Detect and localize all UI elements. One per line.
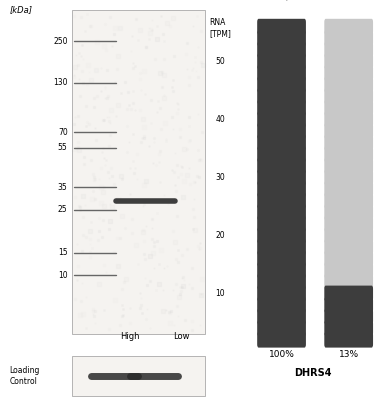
FancyBboxPatch shape (257, 54, 306, 69)
FancyBboxPatch shape (324, 216, 373, 232)
Text: RNA
[TPM]: RNA [TPM] (209, 18, 231, 38)
FancyBboxPatch shape (324, 65, 373, 81)
Text: MCF-7: MCF-7 (119, 0, 146, 2)
Text: 20: 20 (215, 231, 225, 240)
FancyBboxPatch shape (257, 332, 306, 348)
FancyBboxPatch shape (324, 42, 373, 58)
FancyBboxPatch shape (257, 262, 306, 278)
FancyBboxPatch shape (324, 123, 373, 139)
Text: High: High (120, 332, 139, 340)
FancyBboxPatch shape (324, 135, 373, 150)
FancyBboxPatch shape (257, 274, 306, 290)
FancyBboxPatch shape (257, 181, 306, 197)
FancyBboxPatch shape (324, 286, 373, 301)
FancyBboxPatch shape (257, 88, 306, 104)
FancyBboxPatch shape (257, 193, 306, 208)
FancyBboxPatch shape (324, 112, 373, 127)
FancyBboxPatch shape (257, 228, 306, 243)
FancyBboxPatch shape (324, 77, 373, 92)
FancyBboxPatch shape (257, 297, 306, 313)
Text: 100%: 100% (269, 350, 295, 359)
Text: 250: 250 (53, 37, 68, 46)
FancyBboxPatch shape (257, 204, 306, 220)
FancyBboxPatch shape (71, 356, 205, 396)
FancyBboxPatch shape (257, 19, 306, 34)
Text: 40: 40 (215, 115, 225, 124)
FancyBboxPatch shape (257, 112, 306, 127)
Text: 70: 70 (58, 128, 68, 137)
FancyBboxPatch shape (324, 170, 373, 185)
Text: 30: 30 (215, 173, 225, 182)
Text: [kDa]: [kDa] (10, 5, 33, 14)
Text: 10: 10 (215, 289, 225, 298)
Text: CACO-2: CACO-2 (159, 0, 190, 2)
FancyBboxPatch shape (257, 135, 306, 150)
FancyBboxPatch shape (324, 158, 373, 174)
FancyBboxPatch shape (257, 251, 306, 266)
Text: 35: 35 (58, 183, 68, 192)
Text: 25: 25 (58, 205, 68, 214)
FancyBboxPatch shape (324, 309, 373, 324)
Text: 13%: 13% (339, 350, 359, 359)
Text: 15: 15 (58, 248, 68, 257)
FancyBboxPatch shape (324, 19, 373, 34)
FancyBboxPatch shape (71, 10, 205, 334)
Text: CACO-2: CACO-2 (334, 0, 366, 2)
FancyBboxPatch shape (324, 181, 373, 197)
FancyBboxPatch shape (324, 146, 373, 162)
Text: 50: 50 (215, 57, 225, 66)
FancyBboxPatch shape (257, 30, 306, 46)
Text: MCF-7: MCF-7 (281, 0, 308, 2)
FancyBboxPatch shape (257, 216, 306, 232)
FancyBboxPatch shape (324, 251, 373, 266)
FancyBboxPatch shape (324, 204, 373, 220)
FancyBboxPatch shape (257, 146, 306, 162)
FancyBboxPatch shape (324, 239, 373, 255)
FancyBboxPatch shape (257, 320, 306, 336)
FancyBboxPatch shape (324, 274, 373, 290)
FancyBboxPatch shape (324, 262, 373, 278)
FancyBboxPatch shape (324, 228, 373, 243)
FancyBboxPatch shape (324, 297, 373, 313)
FancyBboxPatch shape (324, 54, 373, 69)
FancyBboxPatch shape (257, 77, 306, 92)
Text: 10: 10 (58, 271, 68, 280)
FancyBboxPatch shape (257, 158, 306, 174)
FancyBboxPatch shape (257, 170, 306, 185)
FancyBboxPatch shape (324, 320, 373, 336)
FancyBboxPatch shape (257, 309, 306, 324)
Text: 55: 55 (58, 144, 68, 152)
FancyBboxPatch shape (257, 65, 306, 81)
FancyBboxPatch shape (324, 88, 373, 104)
Text: Low: Low (173, 332, 190, 340)
FancyBboxPatch shape (324, 100, 373, 116)
FancyBboxPatch shape (257, 123, 306, 139)
Text: 130: 130 (53, 78, 68, 87)
FancyBboxPatch shape (324, 332, 373, 348)
FancyBboxPatch shape (257, 100, 306, 116)
FancyBboxPatch shape (257, 42, 306, 58)
FancyBboxPatch shape (257, 286, 306, 301)
FancyBboxPatch shape (324, 30, 373, 46)
FancyBboxPatch shape (257, 239, 306, 255)
FancyBboxPatch shape (324, 193, 373, 208)
Text: DHRS4: DHRS4 (295, 368, 332, 378)
Text: Loading
Control: Loading Control (10, 366, 40, 386)
